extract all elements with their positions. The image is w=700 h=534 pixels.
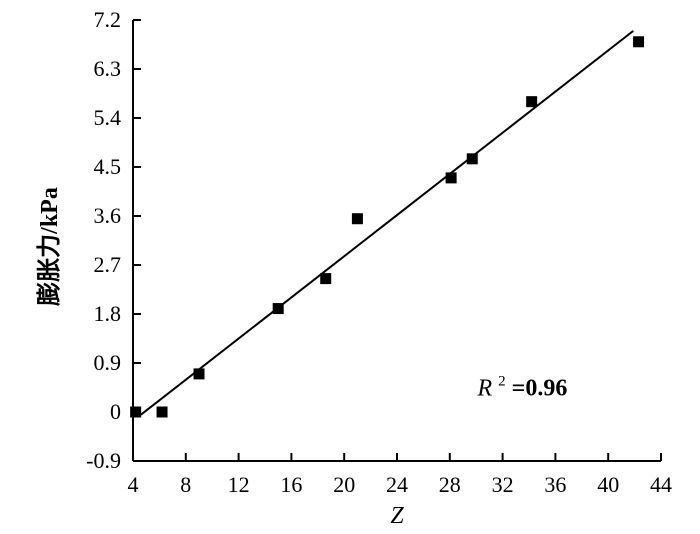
data-point: [466, 153, 478, 165]
data-point: [272, 303, 284, 315]
fit-layer: [140, 30, 634, 416]
x-tick-label: 4: [128, 472, 139, 497]
y-tick-label: 7.2: [94, 7, 122, 32]
x-tick-label: 20: [333, 472, 355, 497]
y-axis-title: 膨胀力/kPa: [36, 187, 63, 307]
r2-value: =0.96: [512, 376, 568, 402]
y-tick-label: 4.5: [94, 154, 122, 179]
data-point: [320, 273, 332, 285]
y-tick-label: 5.4: [94, 105, 122, 130]
data-point: [156, 406, 168, 418]
y-tick-label: 0.9: [94, 350, 122, 375]
x-tick-label: 44: [650, 472, 672, 497]
x-tick-label: 40: [597, 472, 619, 497]
data-point: [633, 36, 645, 48]
x-axis-title: Z: [390, 503, 404, 529]
y-tick-label: 0: [110, 399, 121, 424]
points-layer: [130, 36, 645, 418]
r2-annotation: R 2 =0.96: [476, 366, 567, 402]
x-tick-label: 16: [280, 472, 302, 497]
y-tick-label: 3.6: [94, 203, 122, 228]
data-point: [130, 406, 142, 418]
y-tick-label: 6.3: [94, 56, 122, 81]
y-tick-label: 1.8: [94, 301, 122, 326]
r2-superscript: 2: [498, 374, 506, 390]
y-tick-label: -0.9: [86, 448, 121, 473]
data-point: [526, 96, 538, 108]
y-tick-label: 2.7: [94, 252, 122, 277]
x-tick-label: 8: [180, 472, 191, 497]
data-point: [193, 368, 205, 380]
x-tick-label: 28: [439, 472, 461, 497]
x-tick-label: 36: [544, 472, 566, 497]
r2-prefix: R: [476, 376, 492, 402]
x-tick-label: 12: [228, 472, 250, 497]
axes-layer: 4 8 12 16 20 24 28 32 36 40 44 -0.9 0 0.9 1.8 2.7 3.6 4.5…: [86, 7, 672, 497]
data-point: [351, 213, 363, 225]
x-tick-label: 24: [386, 472, 408, 497]
data-point: [445, 172, 457, 184]
x-tick-label: 32: [492, 472, 514, 497]
fit-line: [140, 30, 634, 416]
